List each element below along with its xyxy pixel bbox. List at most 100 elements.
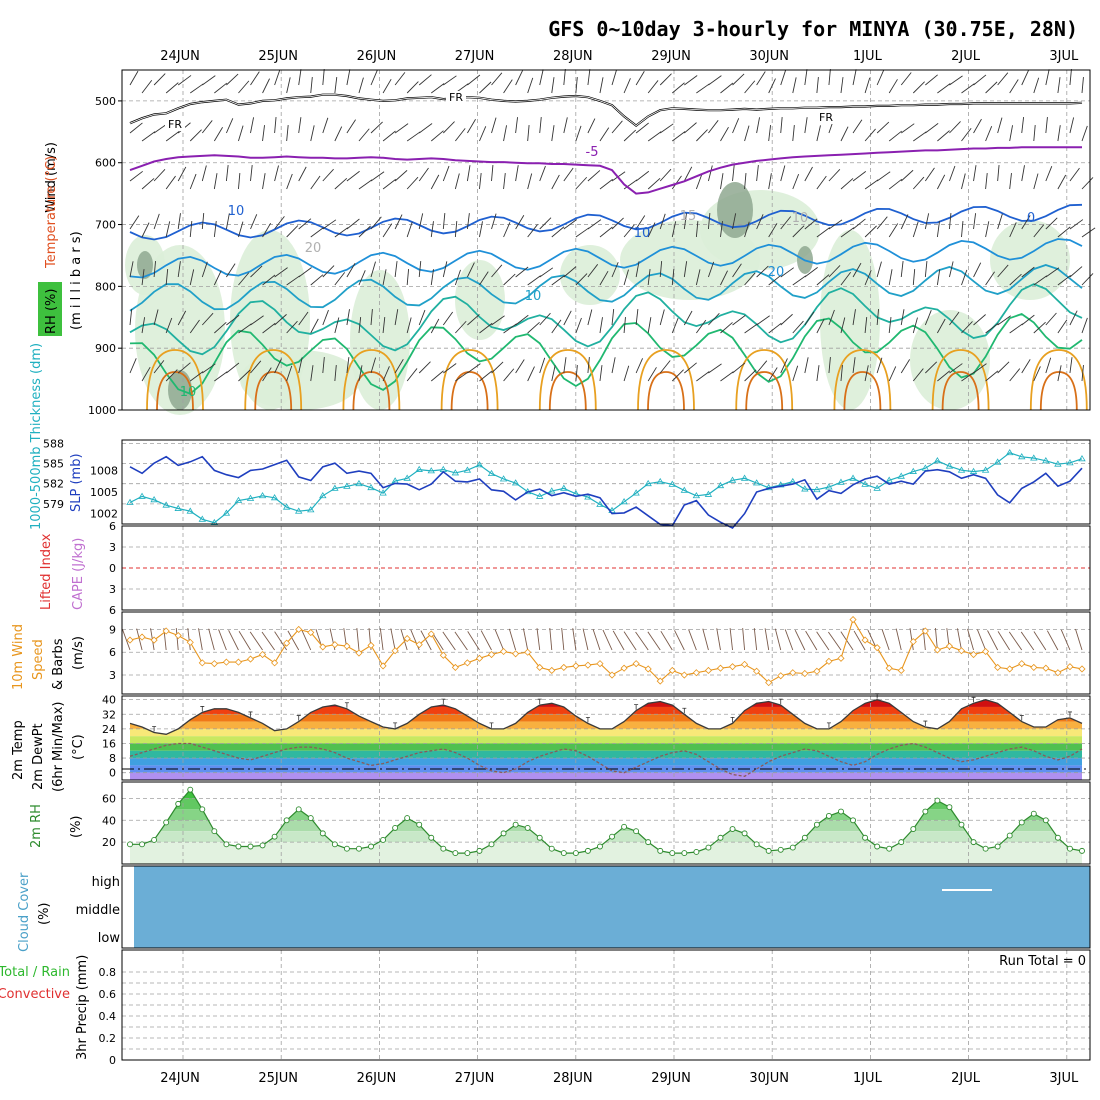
wind-barb <box>659 213 666 230</box>
wind-barb <box>768 274 782 286</box>
wind-barb <box>1045 69 1050 86</box>
wind-barb <box>238 221 244 238</box>
rh-marker <box>259 842 266 849</box>
wind-barb <box>828 309 835 326</box>
wind-barb <box>744 125 750 142</box>
wind-barb <box>177 362 191 374</box>
rh-marker <box>488 841 495 848</box>
wind-barb <box>1057 365 1062 382</box>
wind-barb-10m <box>909 628 914 651</box>
wind-barb <box>876 309 879 326</box>
wind-barb <box>804 267 818 278</box>
wind-barb <box>310 274 324 286</box>
freezing-level-label: FR <box>819 111 833 124</box>
thickness-marker <box>969 467 978 474</box>
thickness-marker <box>692 491 701 499</box>
wind-barb-10m <box>935 628 938 651</box>
wind-barb <box>985 126 993 142</box>
pressure-tick-label: 600 <box>95 157 116 170</box>
wind-barb-10m <box>612 630 625 651</box>
wind-barbs-upper <box>129 69 1096 382</box>
wind-speed-marker <box>572 662 580 670</box>
wind-barb <box>418 74 432 86</box>
wind-barb <box>744 80 756 94</box>
wind-barb-10m <box>136 628 143 651</box>
wind-barb <box>527 321 540 334</box>
wind-barb <box>888 79 898 94</box>
wind-barb <box>732 118 740 134</box>
wind-barb <box>707 213 711 230</box>
rh-legend-swatch <box>38 282 62 336</box>
wind-speed-marker <box>186 638 194 646</box>
wind-barb <box>491 361 504 374</box>
wind-barb <box>310 227 324 238</box>
wind-barb <box>828 357 831 374</box>
wind-barb <box>671 221 677 238</box>
wind-barb <box>370 357 377 374</box>
wind-speed-axis: 3 6 9 <box>109 623 116 682</box>
wind-speed-marker <box>789 669 797 677</box>
wind-barb-10m <box>805 630 818 651</box>
wind-barb <box>442 311 454 326</box>
date-axis-top: 24JUN 25JUN 26JUN 27JUN 28JUN 29JUN 30JUN 1JUL 2… <box>160 49 1079 64</box>
wind-barb <box>623 317 626 334</box>
wind-barb <box>298 357 303 374</box>
wind-speed-marker <box>475 654 484 662</box>
rh-marker <box>813 821 820 828</box>
wind-barb <box>346 170 360 182</box>
rh-marker <box>343 845 350 852</box>
wind-barb <box>924 261 928 278</box>
wind-barb <box>430 269 434 286</box>
wind-barb-10m <box>536 628 541 651</box>
wind-barb <box>406 368 418 382</box>
wind-barb <box>165 221 171 238</box>
wind-barb <box>515 359 525 374</box>
rh-tick-label: 60 <box>102 792 116 805</box>
wind-barb-10m <box>602 629 613 651</box>
date-label-top: 1JUL <box>853 49 883 64</box>
wind-barb <box>298 117 302 134</box>
wind-speed-marker <box>921 627 929 635</box>
wind-barb <box>358 365 363 382</box>
wind-barb <box>708 363 722 374</box>
wind-barb <box>201 213 205 230</box>
wind-barb <box>852 262 862 278</box>
wind-barb <box>442 165 450 182</box>
rh-marker <box>705 844 712 851</box>
wind-barb <box>985 323 999 334</box>
rh-marker <box>139 841 146 848</box>
temperature-minmax-mark <box>778 698 783 705</box>
wind-barb <box>973 314 986 326</box>
wind-barb <box>816 274 830 286</box>
wind-speed-marker <box>765 679 773 687</box>
wind-barb <box>840 271 852 286</box>
wind-barb <box>924 213 930 230</box>
wind-barb <box>864 225 877 238</box>
thickness-marker <box>704 490 713 497</box>
wind-barb <box>370 121 383 134</box>
wind-barb <box>177 310 187 326</box>
wind-speed-marker <box>644 665 652 673</box>
wind-barb <box>997 264 1009 278</box>
thickness-marker <box>270 494 279 501</box>
thickness-marker <box>162 501 170 508</box>
wind-barb <box>153 168 166 182</box>
wind-barb <box>852 170 867 182</box>
lifted-index-axis: 6 3 0 3 6 <box>109 520 116 617</box>
temperature-tick-label: 16 <box>102 737 116 750</box>
wind-barb <box>671 369 684 382</box>
wind-barb <box>804 357 809 374</box>
wind-speed-marker <box>933 646 941 654</box>
temperature-minmax-mark <box>682 707 687 714</box>
wind-barb <box>949 363 963 374</box>
precip-tick-label: 0.8 <box>99 966 117 979</box>
warm-isotherm-arc <box>647 371 685 411</box>
wind-barb <box>346 263 356 278</box>
wind-barb <box>298 218 312 230</box>
cloud-level-high: high <box>92 875 120 890</box>
thickness-marker <box>1018 453 1026 460</box>
wind-barb <box>527 224 538 238</box>
wind-barb <box>672 131 686 142</box>
wind-barb-10m <box>508 628 517 651</box>
wind-barb <box>406 176 419 190</box>
